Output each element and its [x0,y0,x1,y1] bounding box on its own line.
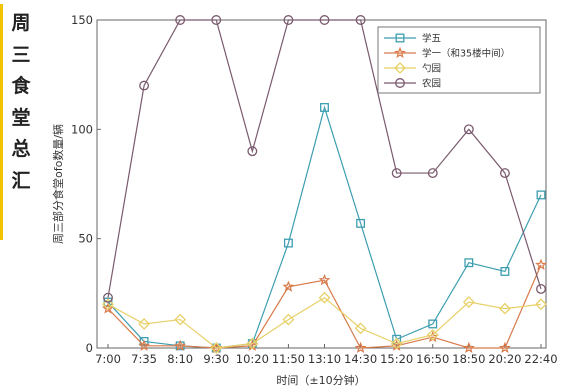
data-point [282,280,295,292]
data-point [391,168,402,179]
legend-entry: 勺园 [384,62,441,75]
data-point [138,318,151,330]
data-point [427,168,438,179]
data-point [464,258,474,268]
data-point [210,342,223,354]
side-title-char: 周 [11,12,31,34]
x-tick-label: 20:20 [488,352,521,366]
data-point [500,267,510,276]
x-tick-label: 7:35 [131,352,157,366]
y-tick-label: 150 [71,13,93,27]
data-point [103,297,113,307]
data-point [318,291,331,304]
x-tick-label: 8:10 [167,352,193,366]
series-layer [102,15,547,354]
y-tick-label: 50 [78,232,93,246]
data-point [535,258,547,270]
data-point [354,341,367,354]
data-point [175,15,186,25]
x-tick-label: 7:00 [95,352,121,366]
data-point [354,322,367,335]
data-point [426,328,439,341]
data-point [318,273,331,286]
x-tick-label: 14:30 [344,352,377,366]
x-tick-label: 16:50 [416,352,449,366]
legend-label: 农园 [422,78,441,90]
side-title-char: 堂 [11,106,31,129]
x-tick-label: 15:20 [380,352,413,366]
series-line [107,264,542,349]
data-point [283,15,294,25]
series-line [107,296,542,349]
side-title-char: 总 [11,138,31,160]
legend-swatch-marker [394,46,406,59]
data-point [390,337,403,350]
side-title: 周 三 食 堂 总 汇 [8,8,34,197]
data-point [102,298,114,311]
data-point [535,298,547,311]
data-point [247,146,258,157]
legend-label: 勺园 [422,63,441,75]
side-title-char: 三 [11,43,31,66]
series-circle [103,15,546,303]
series-star [102,258,547,354]
x-axis-label: 时间（±10分钟） [276,373,365,387]
data-point [356,218,366,228]
x-tick-label: 18:50 [452,352,485,366]
data-point [211,15,222,25]
side-title-char: 食 [11,75,31,97]
data-point [498,302,511,315]
data-point [319,15,330,25]
series-diamond [102,291,547,354]
data-point [139,80,150,91]
y-tick-label: 100 [71,122,93,136]
y-axis-label: 周三部分食堂ofo数量/辆 [51,124,65,244]
data-point [103,292,113,303]
data-point [428,319,438,329]
legend-swatch-marker [395,78,405,88]
data-point [536,284,546,294]
legend-swatch-marker [395,33,405,43]
x-tick-label: 13:10 [308,352,341,366]
data-point [498,341,511,354]
data-point [462,296,475,308]
x-tick-label: 9:30 [203,352,229,366]
legend-entry: 学五 [384,33,441,45]
x-tick-label: 11:50 [272,352,305,366]
legend-entry: 学一（和35楼中间） [384,46,510,60]
axis-ticks: 7:00 7:35 8:10 9:30 10:20 11:50 13:10 14:30 15:2… [71,13,558,366]
x-tick-label: 10:20 [236,352,269,366]
legend-entry: 农园 [384,78,441,90]
data-point [463,124,474,135]
data-point [536,190,546,200]
data-point [462,341,475,354]
series-line [107,105,542,349]
side-title-char: 汇 [11,169,31,192]
data-point [499,168,510,179]
data-point [102,302,114,314]
data-point [174,339,187,351]
data-point [320,103,329,112]
legend-label: 学一（和35楼中间） [422,48,510,60]
data-point [283,238,293,248]
series-line [107,19,542,298]
title-accent-bar [0,4,3,240]
data-point [282,313,295,326]
x-tick-label: 22:40 [524,352,557,366]
data-point [246,337,259,350]
data-point [138,339,151,351]
legend-label: 学五 [422,33,441,45]
data-point [174,313,187,326]
legend-swatch-marker [394,62,406,74]
data-point [355,15,366,25]
y-tick-label: 0 [86,341,93,355]
